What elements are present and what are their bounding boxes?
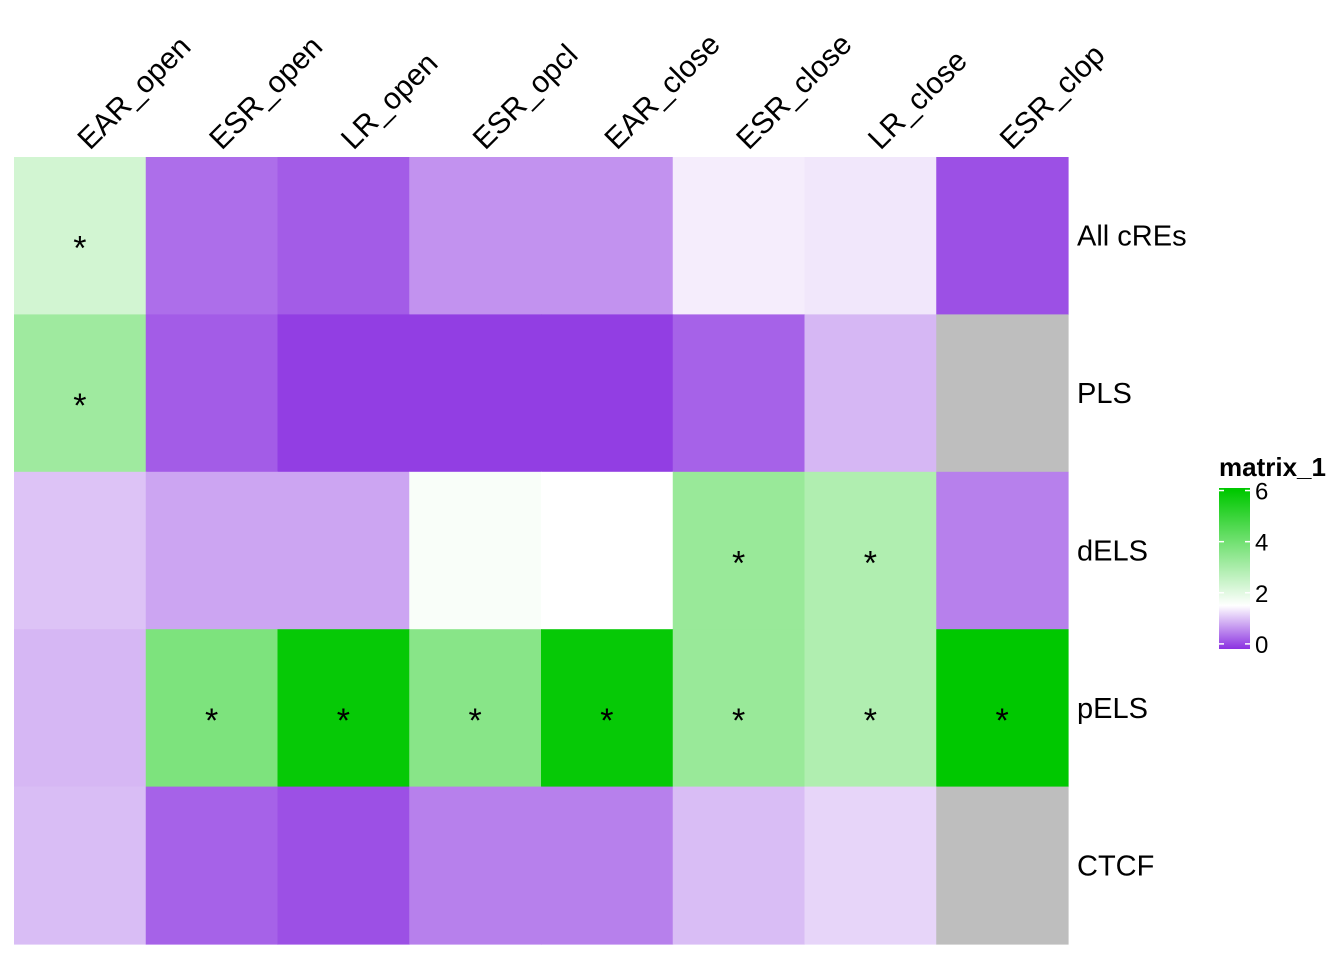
- row-label: PLS: [1077, 378, 1132, 410]
- row-label: dELS: [1077, 536, 1148, 568]
- heatmap-cell: [672, 629, 806, 788]
- heatmap-cell: [541, 471, 674, 630]
- column-label: ESR_opcl: [467, 38, 585, 156]
- color-legend: matrix_1 0 2 4 6: [1219, 452, 1326, 659]
- heatmap-cell: [541, 786, 674, 945]
- significance-star: *: [469, 702, 482, 740]
- heatmap-cell: [409, 629, 542, 788]
- heatmap-cell: [409, 786, 542, 945]
- significance-star: *: [864, 545, 877, 583]
- column-label: ESR_open: [203, 30, 329, 156]
- heatmap-cell: [409, 157, 542, 315]
- row-label: pELS: [1077, 693, 1148, 725]
- column-label: LR_close: [862, 44, 974, 156]
- legend-ticks: 0 2 4 6: [1219, 479, 1268, 659]
- column-label: EAR_open: [71, 30, 197, 156]
- heatmap-cell: [541, 314, 674, 473]
- heatmap-cell: [541, 629, 674, 788]
- significance-star: *: [73, 387, 86, 425]
- column-labels: EAR_open ESR_open LR_open ESR_opcl EAR_close…: [71, 28, 1111, 156]
- heatmap-cell: [145, 786, 279, 945]
- column-label: ESR_clop: [994, 38, 1112, 156]
- column-label: ESR_close: [730, 28, 858, 156]
- heatmap-cell: [14, 629, 147, 788]
- significance-star: *: [205, 702, 218, 740]
- heatmap-cell: [145, 157, 279, 315]
- heatmap-cell: [804, 471, 937, 630]
- heatmap-cell: [672, 786, 806, 945]
- legend-title: matrix_1: [1219, 452, 1326, 482]
- heatmap-cell: [145, 471, 279, 630]
- significance-star: *: [337, 702, 350, 740]
- legend-tick-label: 2: [1255, 581, 1268, 608]
- heatmap-cell: [277, 629, 410, 788]
- heatmap-cell: [936, 314, 1069, 473]
- heatmap-cell: [936, 786, 1069, 945]
- heatmap-cell: [804, 157, 937, 315]
- legend-tick-label: 4: [1255, 530, 1268, 557]
- heatmap-cell: [409, 471, 542, 630]
- heatmap-cell: [14, 786, 147, 945]
- legend-tick-label: 0: [1255, 632, 1268, 659]
- significance-markers: * * * * * * * * * * *: [73, 230, 1008, 740]
- row-labels: All cREs PLS dELS pELS CTCF: [1077, 221, 1187, 883]
- heatmap-cell: [541, 157, 674, 315]
- column-label: EAR_close: [598, 28, 726, 156]
- heatmap-cell: [14, 157, 147, 315]
- legend-tick-label: 6: [1255, 479, 1268, 506]
- row-label: CTCF: [1077, 850, 1154, 882]
- heatmap-cell: [672, 471, 806, 630]
- significance-star: *: [864, 702, 877, 740]
- heatmap-cell: [804, 314, 937, 473]
- heatmap-cell: [145, 314, 279, 473]
- heatmap-cell: [277, 786, 410, 945]
- heatmap-cell: [672, 157, 806, 315]
- heatmap-cell: [277, 471, 410, 630]
- significance-star: *: [732, 702, 745, 740]
- heatmap-cell: [672, 314, 806, 473]
- heatmap-cell: [145, 629, 279, 788]
- heatmap-cell: [804, 786, 937, 945]
- significance-star: *: [73, 230, 86, 268]
- row-label: All cREs: [1077, 221, 1187, 253]
- heatmap-cells: [14, 157, 1069, 945]
- heatmap-cell: [14, 471, 147, 630]
- heatmap-cell: [14, 314, 147, 473]
- significance-star: *: [732, 545, 745, 583]
- heatmap-cell: [277, 157, 410, 315]
- significance-star: *: [996, 702, 1009, 740]
- significance-star: *: [600, 702, 613, 740]
- column-label: LR_open: [335, 47, 444, 156]
- heatmap-cell: [277, 314, 410, 473]
- heatmap-cell: [409, 314, 542, 473]
- heatmap-cell: [936, 471, 1069, 630]
- heatmap-cell: [804, 629, 937, 788]
- legend-color-bar: [1219, 488, 1250, 649]
- heatmap-cell: [936, 629, 1069, 788]
- heatmap-cell: [936, 157, 1069, 315]
